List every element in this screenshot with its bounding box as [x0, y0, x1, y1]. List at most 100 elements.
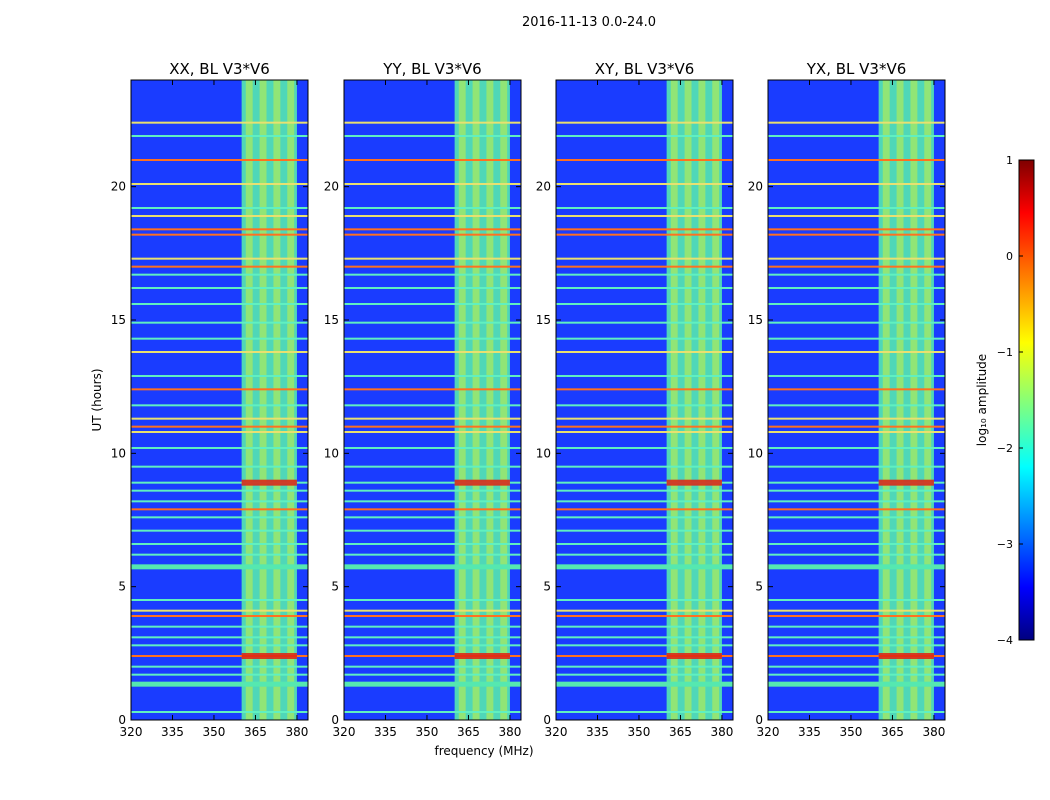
y-tick-label: 5 [755, 580, 763, 594]
rfi-line [556, 673, 733, 676]
rfi-line [131, 233, 308, 236]
rfi-line [131, 636, 308, 639]
red-feature [241, 479, 297, 486]
rfi-line [556, 265, 733, 268]
rfi-line [556, 425, 733, 428]
rfi-line [556, 644, 733, 647]
rfi-line [768, 500, 945, 503]
panel-1: YY, BL V3*V6 320 335 350 365 380 0 5 10 15 20 [324, 60, 522, 739]
rfi-line [131, 337, 308, 340]
y-tick-label: 15 [324, 313, 339, 327]
rfi-line [344, 404, 521, 407]
rfi-line [556, 553, 733, 556]
rfi-line [344, 625, 521, 628]
red-feature [666, 479, 722, 486]
rfi-line [131, 135, 308, 137]
rfi-line [131, 215, 308, 217]
rfi-line [768, 228, 945, 231]
x-tick-label: 320 [545, 725, 568, 739]
rfi-line [556, 615, 733, 617]
rfi-line [344, 615, 521, 617]
rfi-line [344, 681, 521, 687]
rfi-line [768, 404, 945, 407]
rfi-line [344, 489, 521, 492]
red-feature [878, 479, 934, 486]
band-stripe [882, 80, 890, 720]
rfi-line [768, 447, 945, 449]
rfi-line [768, 553, 945, 556]
rfi-line [344, 159, 521, 161]
x-tick-label: 335 [161, 725, 184, 739]
rfi-line [344, 564, 521, 570]
panel-3: YX, BL V3*V6 320 335 350 365 380 0 5 10 15 20 [748, 60, 946, 739]
rfi-line [768, 257, 945, 260]
colorbar-tick-label: −3 [997, 538, 1013, 551]
rfi-line [344, 257, 521, 260]
rfi-line [344, 215, 521, 217]
rfi-line [131, 159, 308, 161]
band-stripe [670, 80, 678, 720]
y-tick-label: 0 [543, 713, 551, 727]
rfi-line [344, 183, 521, 185]
panel-0: XX, BL V3*V6 320 335 350 365 380 0 5 10 15 20 [111, 60, 309, 739]
rfi-line [768, 636, 945, 639]
band-stripe [712, 80, 720, 720]
rfi-line [131, 121, 308, 124]
y-tick-label: 0 [331, 713, 339, 727]
rfi-line [344, 425, 521, 428]
rfi-line [131, 673, 308, 676]
x-tick-label: 380 [710, 725, 733, 739]
rfi-line [556, 159, 733, 161]
colorbar-tick-label: −1 [997, 346, 1013, 359]
rfi-line [344, 375, 521, 377]
rfi-line [768, 265, 945, 268]
rfi-line [131, 447, 308, 449]
band-stripe [245, 80, 253, 720]
rfi-line [556, 233, 733, 236]
rfi-line [556, 543, 733, 545]
rfi-line [768, 321, 945, 324]
rfi-line [131, 183, 308, 185]
figure-xlabel: frequency (MHz) [434, 744, 533, 758]
rfi-line [344, 447, 521, 449]
rfi-line [556, 321, 733, 324]
x-tick-label: 335 [374, 725, 397, 739]
y-tick-label: 5 [331, 580, 339, 594]
axes-frame [555, 79, 734, 721]
rfi-line [344, 655, 521, 657]
x-tick-label: 320 [333, 725, 356, 739]
y-tick-label: 10 [748, 446, 763, 460]
y-tick-label: 20 [324, 180, 339, 194]
band-stripe [287, 80, 295, 720]
rfi-line [344, 303, 521, 305]
band-stripe [472, 80, 480, 720]
rfi-line [131, 228, 308, 231]
rfi-line [131, 375, 308, 377]
rfi-line [344, 543, 521, 545]
rfi-line [556, 481, 733, 484]
y-tick-label: 15 [111, 313, 126, 327]
band-stripe [896, 80, 904, 720]
rfi-line [556, 529, 733, 532]
rfi-line [131, 644, 308, 647]
rfi-line [131, 516, 308, 519]
x-tick-label: 380 [922, 725, 945, 739]
red-feature [878, 653, 934, 659]
panel-title: XY, BL V3*V6 [595, 60, 695, 78]
rfi-line [344, 337, 521, 340]
rfi-line [768, 564, 945, 570]
rfi-line [556, 500, 733, 503]
colorbar-tick-label: −4 [997, 634, 1013, 647]
y-tick-label: 5 [118, 580, 126, 594]
rfi-line [344, 508, 521, 511]
band-stripe [458, 80, 466, 720]
rfi-line [768, 681, 945, 687]
rfi-line [556, 417, 733, 420]
rfi-line [344, 321, 521, 324]
red-feature [454, 653, 510, 659]
figure-suptitle: 2016-11-13 0.0-24.0 [522, 15, 656, 30]
rfi-line [768, 465, 945, 468]
rfi-line [131, 431, 308, 433]
rfi-line [556, 228, 733, 231]
rfi-line [131, 529, 308, 532]
